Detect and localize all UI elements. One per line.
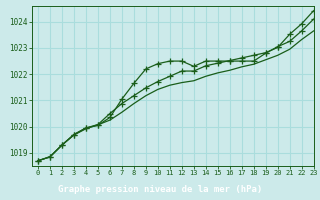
- Text: Graphe pression niveau de la mer (hPa): Graphe pression niveau de la mer (hPa): [58, 185, 262, 194]
